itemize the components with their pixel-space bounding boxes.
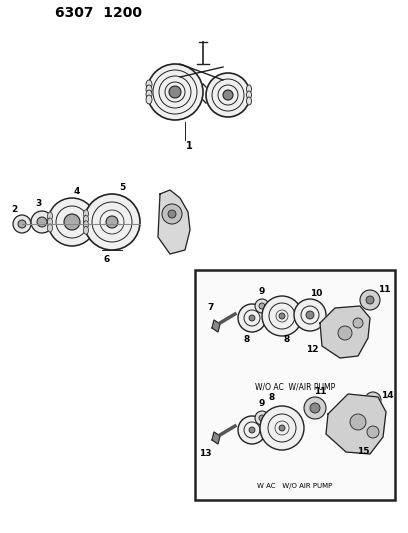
Circle shape [306,311,314,319]
Ellipse shape [84,215,89,223]
Circle shape [304,397,326,419]
Circle shape [48,198,96,246]
Circle shape [169,86,181,98]
Text: 6307  1200: 6307 1200 [55,6,142,20]
Circle shape [31,211,53,233]
Circle shape [262,296,302,336]
Text: 9: 9 [259,400,265,408]
Bar [195,270,395,500]
Ellipse shape [84,221,89,229]
Circle shape [168,210,176,218]
Text: 8: 8 [244,335,250,344]
Circle shape [64,214,80,230]
Circle shape [147,64,203,120]
Circle shape [13,215,31,233]
Circle shape [249,315,255,321]
Circle shape [255,299,269,313]
Circle shape [106,216,118,228]
Ellipse shape [47,218,53,226]
Text: 7: 7 [208,303,214,312]
Text: 11: 11 [378,286,390,295]
Ellipse shape [146,85,152,94]
Ellipse shape [146,90,152,99]
Circle shape [18,220,26,228]
Text: W AC   W/O AIR PUMP: W AC W/O AIR PUMP [257,483,333,489]
Text: 9: 9 [259,287,265,296]
Ellipse shape [47,212,53,220]
Text: 11: 11 [314,387,326,397]
Ellipse shape [246,97,251,105]
Ellipse shape [246,91,251,99]
Circle shape [294,299,326,331]
Circle shape [259,303,265,309]
Text: 5: 5 [119,182,125,191]
Circle shape [350,414,366,430]
Polygon shape [158,190,190,254]
Circle shape [310,403,320,413]
Text: 15: 15 [357,448,369,456]
Ellipse shape [47,224,53,232]
Text: 3: 3 [35,199,41,208]
Circle shape [279,313,285,319]
Text: 12: 12 [306,345,318,354]
Circle shape [249,427,255,433]
Text: 4: 4 [74,188,80,197]
Text: W/O AC  W/AIR PUMP: W/O AC W/AIR PUMP [255,383,335,392]
Circle shape [223,90,233,100]
Circle shape [238,304,266,332]
Text: 8: 8 [284,335,290,344]
Circle shape [338,326,352,340]
Circle shape [367,426,379,438]
Polygon shape [326,394,386,454]
Circle shape [360,290,380,310]
Text: 13: 13 [199,449,211,458]
Circle shape [238,416,266,444]
Polygon shape [212,432,220,444]
Polygon shape [212,320,220,332]
Ellipse shape [84,226,89,234]
Circle shape [260,406,304,450]
Text: 6: 6 [104,255,110,264]
Circle shape [37,217,47,227]
Text: 14: 14 [381,392,393,400]
Circle shape [255,411,269,425]
Circle shape [353,318,363,328]
Ellipse shape [146,95,152,104]
Circle shape [370,397,376,403]
Ellipse shape [146,80,152,89]
Circle shape [162,204,182,224]
Text: 8: 8 [269,393,275,402]
Ellipse shape [246,85,251,93]
Polygon shape [320,306,370,358]
Circle shape [206,73,250,117]
Text: 10: 10 [310,289,322,298]
Text: 1: 1 [186,141,193,151]
Text: 2: 2 [11,206,17,214]
Circle shape [365,392,381,408]
Circle shape [279,425,285,431]
Circle shape [366,296,374,304]
Circle shape [259,415,265,421]
Ellipse shape [84,210,89,218]
Circle shape [84,194,140,250]
